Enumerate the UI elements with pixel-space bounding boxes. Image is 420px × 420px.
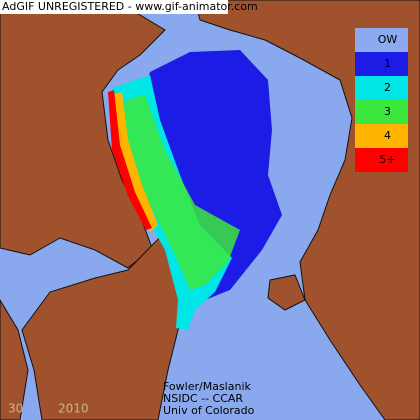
legend-label: OW (378, 33, 398, 46)
legend-swatch (355, 52, 408, 76)
legend-swatch (355, 28, 408, 52)
credit-line: Fowler/Maslanik (163, 380, 252, 393)
strait-ice (176, 300, 195, 330)
credit-line: NSIDC -- CCAR (163, 392, 243, 405)
credit-line: Univ of Colorado (163, 404, 255, 417)
watermark-box (0, 0, 228, 14)
legend-label: 3 (384, 105, 391, 118)
year: 2010 (58, 402, 89, 416)
first-year-ice (140, 50, 282, 300)
watermark: AdGIF UNREGISTERED - www.gif-animator.co… (2, 0, 258, 13)
legend-swatch (355, 100, 408, 124)
third-year-ice (122, 95, 240, 290)
legend-label: 4 (384, 129, 391, 142)
legend-label: 1 (384, 57, 391, 70)
frame-number: 30 (8, 402, 23, 416)
legend-label: 5+ (379, 153, 395, 166)
credits: Fowler/Maslanik NSIDC -- CCAR Univ of Co… (163, 380, 255, 417)
legend-label: 2 (384, 81, 391, 94)
legend-swatch (355, 148, 408, 172)
sea-ice (108, 50, 282, 330)
legend: OW 1 2 3 4 5+ (355, 28, 408, 172)
legend-swatch (355, 124, 408, 148)
labrador (0, 299, 29, 420)
multi-year-ice (108, 90, 152, 230)
fourth-year-ice (112, 92, 158, 232)
legend-swatch (355, 76, 408, 100)
svalbard (267, 274, 306, 311)
